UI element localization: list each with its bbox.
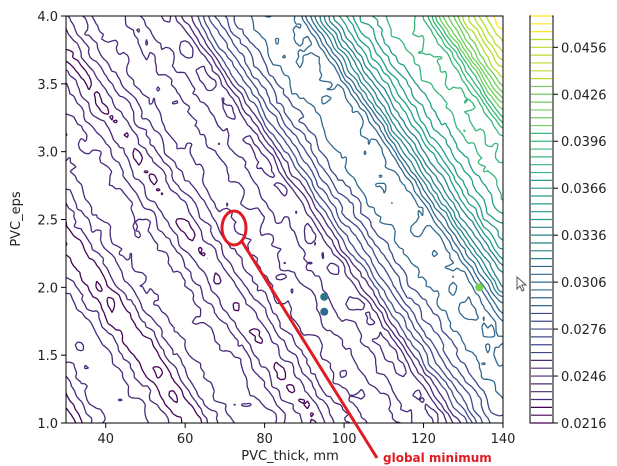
colorbar-tick-label: 0.0276 bbox=[561, 323, 607, 338]
contour-level bbox=[66, 28, 326, 423]
contour-level bbox=[427, 16, 503, 129]
contour-level bbox=[309, 16, 503, 304]
x-tick-label: 40 bbox=[97, 432, 114, 447]
x-axis-ticks: 40 60 80 100 120 140 bbox=[97, 423, 515, 447]
contour-level bbox=[447, 16, 503, 99]
contour-level bbox=[431, 16, 503, 124]
contour-level bbox=[372, 16, 503, 215]
contour-level bbox=[478, 16, 503, 53]
contour-blob bbox=[475, 283, 484, 292]
contour-level bbox=[319, 16, 503, 294]
contour-level bbox=[91, 16, 454, 423]
y-axis-label: PVC_eps bbox=[9, 191, 24, 247]
contour-level bbox=[323, 16, 503, 288]
x-tick-label: 140 bbox=[491, 432, 516, 447]
contour-level bbox=[66, 16, 439, 423]
contour-blob bbox=[320, 292, 329, 301]
contour-level bbox=[233, 16, 503, 417]
contour-level bbox=[224, 16, 491, 423]
y-tick-label: 2.0 bbox=[37, 281, 58, 296]
contour-level bbox=[385, 16, 503, 201]
contour-level bbox=[214, 16, 484, 423]
contour-level bbox=[190, 16, 462, 423]
contour-level bbox=[485, 16, 503, 43]
global-minimum-marker bbox=[220, 209, 248, 247]
contour-level bbox=[207, 16, 478, 423]
y-tick-label: 2.5 bbox=[37, 214, 58, 229]
x-tick-label: 60 bbox=[177, 432, 194, 447]
contour-level bbox=[457, 16, 503, 87]
annotation-arrow-line bbox=[239, 239, 379, 459]
contour-level bbox=[202, 16, 473, 423]
contour-level bbox=[346, 16, 503, 250]
x-tick-label: 80 bbox=[256, 432, 273, 447]
contour-level bbox=[352, 16, 503, 241]
contour-level bbox=[250, 16, 503, 406]
contour-level bbox=[304, 16, 503, 315]
colorbar-tick-label: 0.0216 bbox=[561, 417, 607, 432]
contour-level bbox=[264, 16, 503, 367]
contour-level bbox=[197, 16, 468, 423]
colorbar-tick-label: 0.0396 bbox=[561, 135, 607, 150]
contour-level bbox=[473, 16, 503, 61]
contour-level bbox=[493, 16, 503, 30]
contour-level bbox=[453, 16, 503, 93]
cursor-icon bbox=[516, 275, 528, 292]
contour-level bbox=[438, 16, 503, 111]
colorbar-tick-label: 0.0336 bbox=[561, 229, 607, 244]
y-axis-ticks: 1.0 1.5 2.0 2.5 3.0 3.5 4.0 bbox=[37, 10, 66, 432]
colorbar-tick-label: 0.0426 bbox=[561, 88, 607, 103]
contour-level bbox=[332, 16, 503, 266]
colorbar-tick-label: 0.0246 bbox=[561, 370, 607, 385]
contour-level bbox=[468, 16, 503, 68]
x-axis-label: PVC_thick, mm bbox=[241, 449, 339, 464]
contour-blob bbox=[320, 307, 329, 316]
annotation-label: global minimum bbox=[383, 451, 492, 465]
x-tick-label: 100 bbox=[332, 432, 357, 447]
y-tick-label: 3.5 bbox=[37, 78, 58, 93]
y-tick-label: 1.0 bbox=[37, 417, 58, 432]
contour-level bbox=[359, 16, 503, 224]
contour-level bbox=[328, 16, 503, 274]
x-tick-label: 120 bbox=[411, 432, 436, 447]
colorbar-tick-label: 0.0456 bbox=[561, 41, 607, 56]
y-tick-label: 1.5 bbox=[37, 349, 58, 364]
contour-level bbox=[462, 16, 503, 79]
contour-level bbox=[442, 16, 503, 104]
contour-level bbox=[422, 16, 503, 137]
global-minimum-annotation: global minimum bbox=[220, 209, 492, 465]
y-tick-label: 3.0 bbox=[37, 146, 58, 161]
contour-level bbox=[66, 241, 179, 423]
contour-level bbox=[66, 48, 317, 423]
contour-lines bbox=[66, 16, 503, 423]
y-tick-label: 4.0 bbox=[37, 10, 58, 25]
colorbar-tick-label: 0.0306 bbox=[561, 276, 607, 291]
contour-level bbox=[338, 16, 503, 260]
contour-level bbox=[314, 16, 503, 298]
colorbar: 0.0216 0.0246 0.0276 0.0306 0.0336 0.0366 0.03… bbox=[529, 15, 607, 432]
colorbar-tick-label: 0.0366 bbox=[561, 182, 607, 197]
contour-level bbox=[411, 16, 503, 164]
